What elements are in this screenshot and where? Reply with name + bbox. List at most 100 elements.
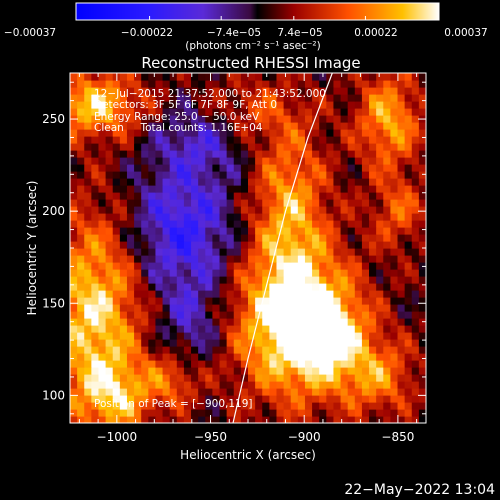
heatmap-cell: [183, 297, 192, 305]
heatmap-cell: [269, 234, 278, 242]
heatmap-cell: [304, 94, 313, 102]
heatmap-cell: [411, 353, 420, 361]
heatmap-cell: [134, 269, 142, 277]
heatmap-cell: [319, 164, 327, 172]
heatmap-cell: [70, 381, 78, 389]
heatmap-cell: [319, 87, 327, 95]
heatmap-cell: [105, 304, 114, 312]
heatmap-cell: [312, 234, 320, 242]
heatmap-cell: [411, 255, 420, 263]
heatmap-cell: [98, 178, 107, 186]
heatmap-cell: [262, 220, 270, 228]
heatmap-cell: [162, 290, 171, 298]
heatmap-cell: [426, 136, 434, 144]
heatmap-cell: [312, 157, 320, 165]
heatmap-cell: [390, 297, 399, 305]
heatmap-cell: [347, 318, 356, 326]
heatmap-cell: [169, 136, 178, 144]
heatmap-cell: [326, 402, 335, 410]
heatmap-cell: [240, 262, 249, 270]
heatmap-cell: [233, 409, 242, 417]
heatmap-cell: [404, 129, 413, 137]
heatmap-cell: [376, 290, 384, 298]
heatmap-cell: [248, 346, 256, 354]
heatmap-cell: [248, 353, 256, 361]
heatmap-cell: [191, 381, 199, 389]
heatmap-cell: [312, 185, 320, 193]
heatmap-cell: [240, 157, 249, 165]
heatmap-cell: [333, 416, 342, 423]
heatmap-cell: [262, 213, 270, 221]
heatmap-cell: [212, 325, 221, 333]
heatmap-cell: [304, 395, 313, 403]
heatmap-cell: [361, 227, 370, 235]
heatmap-cell: [255, 150, 263, 158]
heatmap-cell: [333, 276, 342, 284]
heatmap-cell: [347, 157, 356, 165]
heatmap-cell: [326, 248, 335, 256]
heatmap-cell: [70, 255, 78, 263]
heatmap-cell: [333, 395, 342, 403]
heatmap-cell: [326, 332, 335, 340]
heatmap-cell: [290, 374, 299, 382]
heatmap-cell: [198, 360, 206, 368]
heatmap-cell: [77, 199, 85, 207]
heatmap-cell: [262, 241, 270, 249]
heatmap-cell: [312, 80, 320, 88]
heatmap-cell: [262, 332, 270, 340]
heatmap-cell: [219, 353, 228, 361]
heatmap-cell: [105, 122, 114, 130]
heatmap-cell: [176, 213, 185, 221]
heatmap-cell: [255, 213, 263, 221]
heatmap-cell: [276, 318, 285, 326]
heatmap-cell: [248, 129, 256, 137]
heatmap-cell: [304, 164, 313, 172]
heatmap-cell: [383, 416, 391, 423]
heatmap-cell: [333, 206, 342, 214]
heatmap-cell: [340, 332, 349, 340]
heatmap-cell: [369, 129, 377, 137]
heatmap-cell: [155, 416, 164, 423]
heatmap-cell: [176, 101, 185, 109]
heatmap-cell: [283, 360, 292, 368]
heatmap-cell: [397, 409, 406, 417]
heatmap-cell: [283, 143, 292, 151]
heatmap-cell: [340, 199, 349, 207]
heatmap-cell: [198, 213, 206, 221]
heatmap-cell: [418, 374, 426, 382]
heatmap-cell: [105, 108, 114, 116]
heatmap-cell: [240, 101, 249, 109]
heatmap-cell: [397, 234, 406, 242]
heatmap-cell: [304, 290, 313, 298]
heatmap-cell: [326, 115, 335, 123]
heatmap-cell: [70, 87, 78, 95]
heatmap-cell: [191, 276, 199, 284]
heatmap-cell: [212, 73, 221, 81]
heatmap-cell: [176, 73, 185, 81]
heatmap-cell: [347, 367, 356, 375]
heatmap-cell: [390, 108, 399, 116]
heatmap-cell: [354, 122, 363, 130]
heatmap-cell: [240, 290, 249, 298]
heatmap-cell: [340, 353, 349, 361]
heatmap-cell: [148, 332, 157, 340]
heatmap-cell: [397, 318, 406, 326]
heatmap-cell: [84, 227, 92, 235]
heatmap-cell: [312, 213, 320, 221]
heatmap-cell: [347, 192, 356, 200]
heatmap-cell: [418, 325, 426, 333]
heatmap-cell: [176, 185, 185, 193]
heatmap-cell: [333, 325, 342, 333]
heatmap-cell: [411, 297, 420, 305]
heatmap-cell: [219, 178, 228, 186]
colorbar-gradient: [75, 2, 440, 21]
heatmap-cell: [255, 325, 263, 333]
heatmap-cell: [248, 388, 256, 396]
heatmap-cell: [205, 143, 213, 151]
heatmap-cell: [255, 80, 263, 88]
heatmap-cell: [91, 150, 100, 158]
heatmap-cell: [148, 416, 157, 423]
heatmap-cell: [183, 381, 192, 389]
heatmap-cell: [283, 325, 292, 333]
heatmap-cell: [426, 241, 434, 249]
